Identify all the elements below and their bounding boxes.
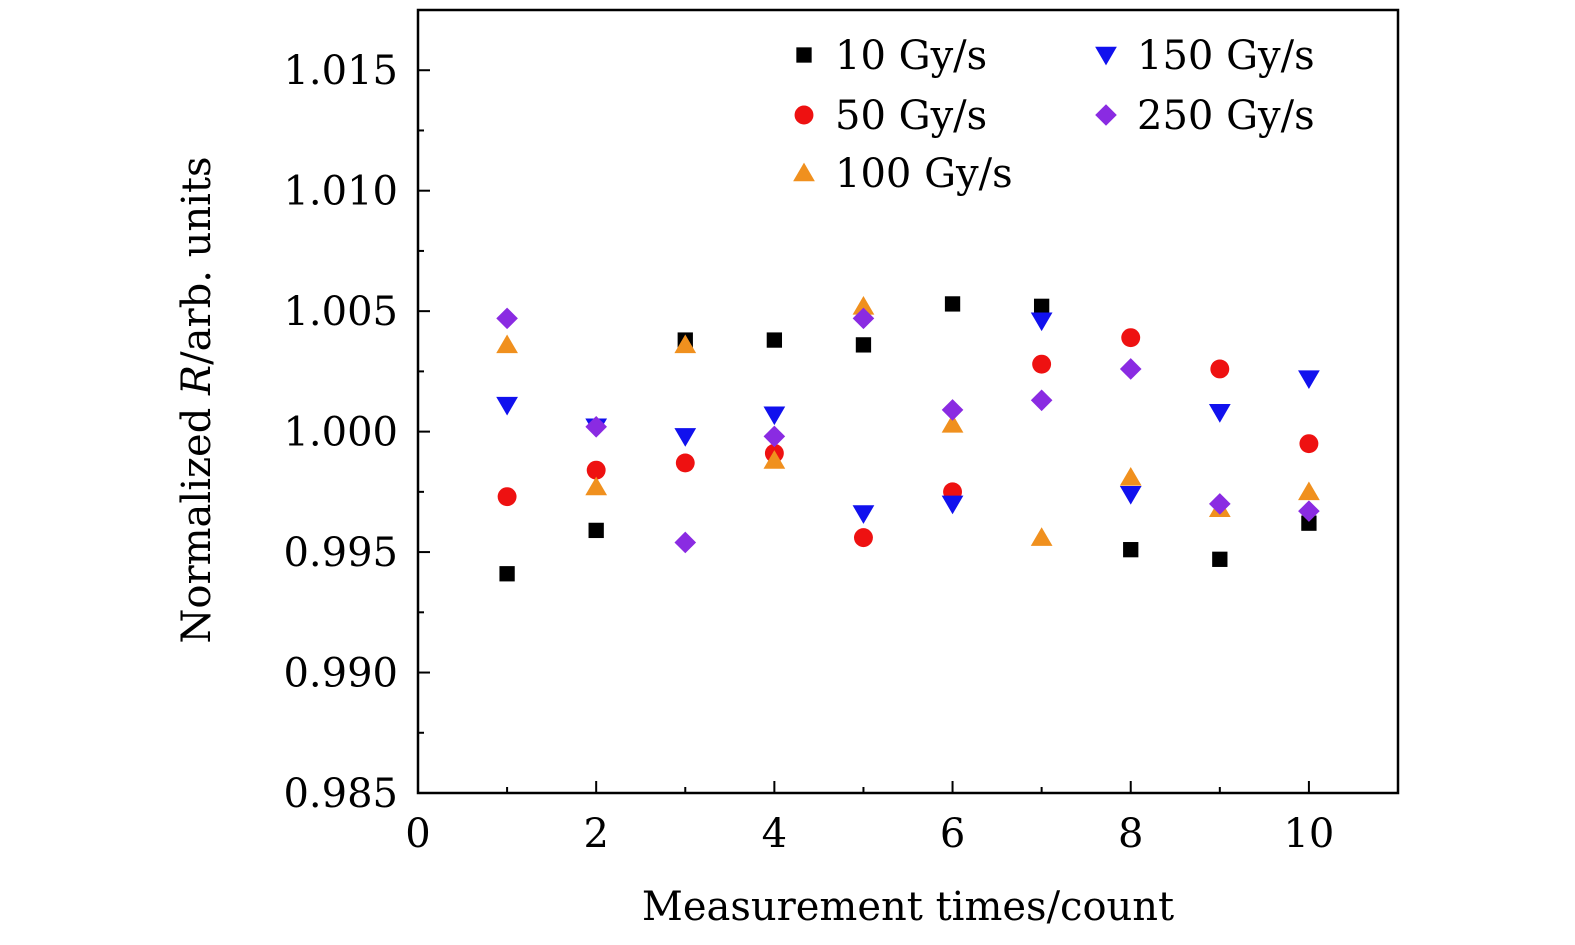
data-point	[852, 505, 875, 524]
y-axis-label: Normalized R/arb. units	[174, 156, 220, 643]
data-point	[1119, 467, 1142, 486]
data-point	[674, 334, 697, 354]
data-point	[941, 414, 964, 433]
legend: 10 Gy/s 50 Gy/s 100 Gy/s 150 Gy/s 250 Gy/s	[793, 33, 1315, 197]
x-tick-label: 2	[583, 811, 608, 857]
data-point	[763, 406, 786, 426]
data-point	[766, 332, 783, 348]
x-tick-label: 8	[1118, 811, 1143, 857]
data-point	[1298, 481, 1320, 501]
data-point	[852, 307, 875, 330]
data-points	[496, 295, 1320, 582]
axis-tick-labels: 0 2 4 6 8 10 0.985 0.990 0.995 1.000 1.005 1.010 1.0…	[283, 48, 1334, 857]
data-point	[1210, 359, 1230, 379]
data-point	[1032, 354, 1052, 374]
legend-marker	[794, 105, 814, 125]
y-tick-label: 1.010	[283, 169, 398, 215]
x-tick-label: 10	[1283, 811, 1334, 857]
series-2-points	[496, 295, 1320, 546]
y-tick-label: 0.995	[283, 530, 398, 576]
plot-frame	[416, 8, 1400, 795]
legend-item: 250 Gy/s	[1095, 93, 1315, 139]
legend-marker	[796, 47, 812, 63]
data-point	[944, 296, 961, 312]
legend-item: 50 Gy/s	[794, 93, 987, 139]
y-tick-label: 0.990	[283, 651, 398, 697]
legend-label: 10 Gy/s	[835, 33, 987, 79]
data-point	[763, 450, 786, 469]
data-point	[763, 425, 786, 448]
legend-item: 150 Gy/s	[1095, 33, 1315, 79]
x-tick-label: 4	[762, 811, 787, 857]
data-point	[854, 528, 873, 548]
axis-ticks	[417, 9, 1310, 794]
data-point	[499, 566, 515, 582]
x-axis-label: Measurement times/count	[642, 884, 1174, 930]
legend-marker	[1095, 46, 1117, 66]
legend-item: 10 Gy/s	[796, 33, 987, 79]
data-point	[496, 396, 518, 416]
x-tick-label: 6	[940, 811, 965, 857]
data-point	[1298, 500, 1320, 522]
data-point	[496, 334, 518, 354]
data-point	[1209, 493, 1231, 515]
data-point	[585, 415, 607, 438]
data-point	[1030, 312, 1053, 332]
data-point	[1033, 298, 1050, 314]
series-0-points	[499, 296, 1317, 582]
x-tick-label: 0	[405, 811, 430, 857]
y-tick-label: 1.000	[283, 410, 398, 456]
data-point	[852, 295, 875, 315]
data-point	[1119, 358, 1142, 380]
data-point	[496, 307, 518, 330]
data-point	[1299, 434, 1319, 454]
data-point	[1123, 542, 1139, 558]
data-point	[674, 428, 697, 447]
y-tick-label: 1.005	[283, 289, 398, 335]
data-point	[1208, 404, 1231, 423]
series-1-points	[497, 328, 1319, 548]
data-point	[1298, 370, 1320, 389]
legend-label: 50 Gy/s	[835, 93, 987, 139]
series-4-points	[496, 307, 1320, 554]
series-3-points	[496, 312, 1320, 524]
data-point	[1121, 328, 1141, 348]
y-tick-label: 1.015	[283, 48, 398, 94]
data-point	[1030, 389, 1053, 412]
legend-marker	[1095, 104, 1117, 126]
legend-label: 150 Gy/s	[1137, 33, 1315, 79]
data-point	[586, 460, 606, 480]
data-point	[1212, 551, 1228, 567]
data-point	[674, 531, 697, 554]
data-point	[855, 337, 872, 353]
legend-label: 250 Gy/s	[1137, 93, 1315, 139]
data-point	[675, 453, 695, 473]
data-point	[1030, 527, 1053, 546]
data-point	[941, 399, 964, 421]
data-point	[585, 476, 608, 496]
data-point	[588, 522, 604, 539]
legend-label: 100 Gy/s	[835, 151, 1013, 197]
data-point	[941, 495, 964, 515]
data-point	[1301, 515, 1317, 531]
legend-marker	[793, 162, 815, 182]
legend-item: 100 Gy/s	[793, 151, 1013, 197]
data-point	[1119, 485, 1142, 505]
y-tick-label: 0.985	[283, 771, 398, 817]
data-point	[497, 487, 517, 507]
